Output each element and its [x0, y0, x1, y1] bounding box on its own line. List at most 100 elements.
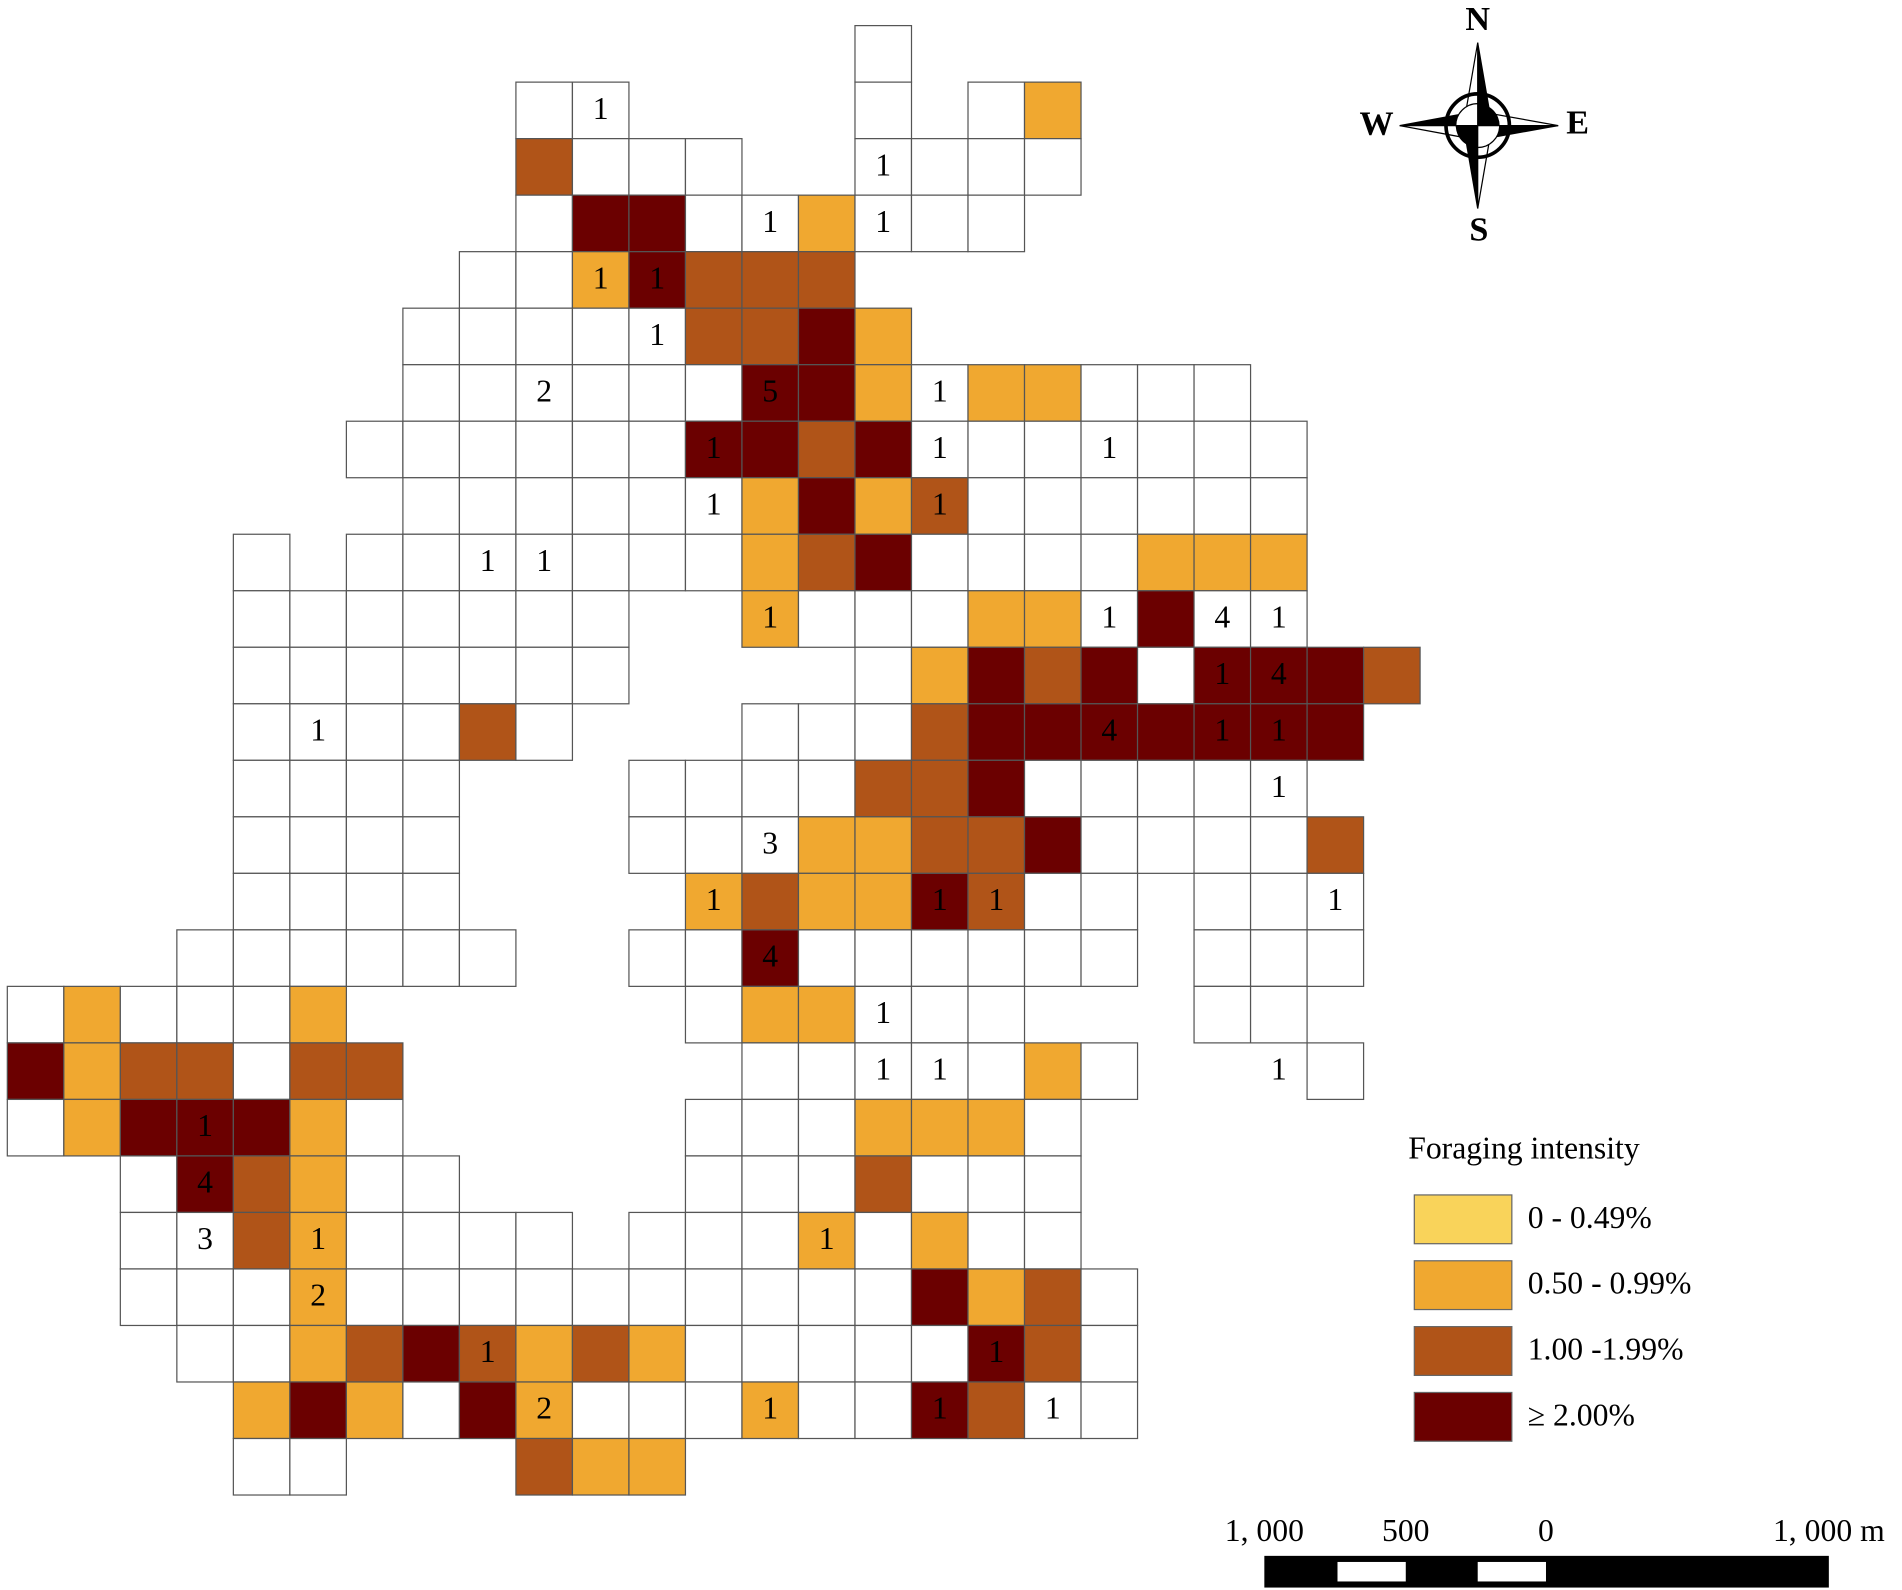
legend-title: Foraging intensity	[1408, 1130, 1640, 1165]
cell-count: 3	[762, 826, 778, 861]
cell-count: 1	[875, 147, 891, 182]
grid-cell	[967, 703, 1026, 761]
cell-count: 1	[310, 1221, 326, 1256]
scale-label: 1, 000 m	[1773, 1513, 1885, 1548]
grid-cell	[176, 985, 234, 1044]
grid-cell	[1080, 477, 1139, 535]
grid-cell	[232, 929, 291, 987]
grid-cell	[63, 1042, 121, 1101]
grid-cell	[176, 929, 234, 987]
grid-cell	[458, 420, 517, 479]
grid-cell	[289, 985, 347, 1044]
grid-cell	[119, 1155, 178, 1214]
grid-cell	[967, 1211, 1026, 1270]
grid-cell	[1249, 477, 1308, 535]
grid-cell	[1193, 759, 1252, 818]
legend-swatch	[1413, 1260, 1513, 1311]
cell-count: 1	[1045, 1391, 1061, 1426]
grid-cell	[402, 1324, 461, 1383]
grid-cell	[571, 533, 630, 592]
grid-cell	[741, 1098, 800, 1157]
grid-cell	[797, 703, 856, 761]
grid-cell	[797, 533, 856, 592]
grid-cell	[6, 1042, 65, 1101]
grid-cell	[232, 1155, 291, 1214]
grid-cell	[854, 872, 913, 931]
grid-cell	[967, 1042, 1026, 1101]
grid-cell	[910, 1098, 969, 1157]
grid-cell	[289, 1381, 347, 1440]
grid-cell	[967, 929, 1026, 987]
grid-cell	[232, 1268, 291, 1327]
grid-cell	[515, 81, 574, 140]
scale-label: 500	[1382, 1513, 1430, 1548]
grid-cell	[571, 646, 630, 705]
grid-cell	[1193, 816, 1252, 874]
grid-cell	[1080, 816, 1139, 874]
grid-cell	[684, 929, 743, 987]
grid-cell	[1023, 816, 1082, 874]
grid-cell	[402, 929, 461, 987]
grid-cell	[1136, 590, 1195, 648]
grid-cell	[854, 1155, 913, 1214]
grid-cell	[402, 872, 461, 931]
grid-cell	[1023, 646, 1082, 705]
grid-cell	[232, 646, 291, 705]
grid-cell	[967, 985, 1026, 1044]
cell-count: 1	[1101, 600, 1117, 635]
grid-cell	[967, 420, 1026, 479]
grid-cell	[741, 1211, 800, 1270]
grid-cell	[1136, 703, 1195, 761]
grid-cell	[797, 1155, 856, 1214]
grid-cell	[571, 1381, 630, 1440]
grid-cell	[741, 533, 800, 592]
grid-cell	[967, 364, 1026, 422]
grid-cell	[571, 477, 630, 535]
grid-cell	[345, 929, 404, 987]
grid-cell	[741, 194, 800, 253]
grid-cell	[741, 1324, 800, 1383]
grid-cell	[628, 1211, 687, 1270]
grid-cell	[119, 1268, 178, 1327]
grid-cell	[458, 1211, 517, 1270]
grid-cell	[515, 364, 574, 422]
grid-cell	[176, 1268, 234, 1327]
grid-cell	[910, 872, 969, 931]
grid-cell	[515, 646, 574, 705]
grid-cell	[797, 759, 856, 818]
compass-center	[1455, 103, 1501, 149]
grid-cell	[797, 590, 856, 648]
grid-cell	[176, 1324, 234, 1383]
grid-cell	[967, 1324, 1026, 1383]
grid-cell	[345, 1098, 404, 1157]
grid-cell	[1193, 985, 1252, 1044]
cell-count: 1	[932, 1052, 948, 1087]
grid-cell	[741, 251, 800, 309]
grid-cell	[1080, 1381, 1139, 1440]
grid-cell	[402, 759, 461, 818]
grid-cell	[119, 985, 178, 1044]
grid-cell	[1306, 646, 1365, 705]
cell-count: 1	[1101, 430, 1117, 465]
cell-count: 1	[932, 486, 948, 521]
legend-label: ≥ 2.00%	[1528, 1397, 1635, 1432]
grid-cell	[910, 194, 969, 253]
grid-cell	[402, 307, 461, 366]
grid-cell	[854, 1211, 913, 1270]
grid-cell	[684, 533, 743, 592]
grid-cell	[910, 985, 969, 1044]
grid-cell	[741, 477, 800, 535]
cell-count: 4	[1271, 656, 1287, 691]
grid-cell	[910, 364, 969, 422]
cell-count: 1	[875, 1052, 891, 1087]
cell-count: 1	[932, 373, 948, 408]
grid-cell	[967, 533, 1026, 592]
grid-cell	[1193, 872, 1252, 931]
scale-bar-segment	[1477, 1561, 1546, 1582]
grid-cell	[515, 1211, 574, 1270]
grid-cell	[684, 1381, 743, 1440]
cell-count: 1	[762, 600, 778, 635]
grid-cell	[1080, 364, 1139, 422]
grid-cell	[1023, 477, 1082, 535]
